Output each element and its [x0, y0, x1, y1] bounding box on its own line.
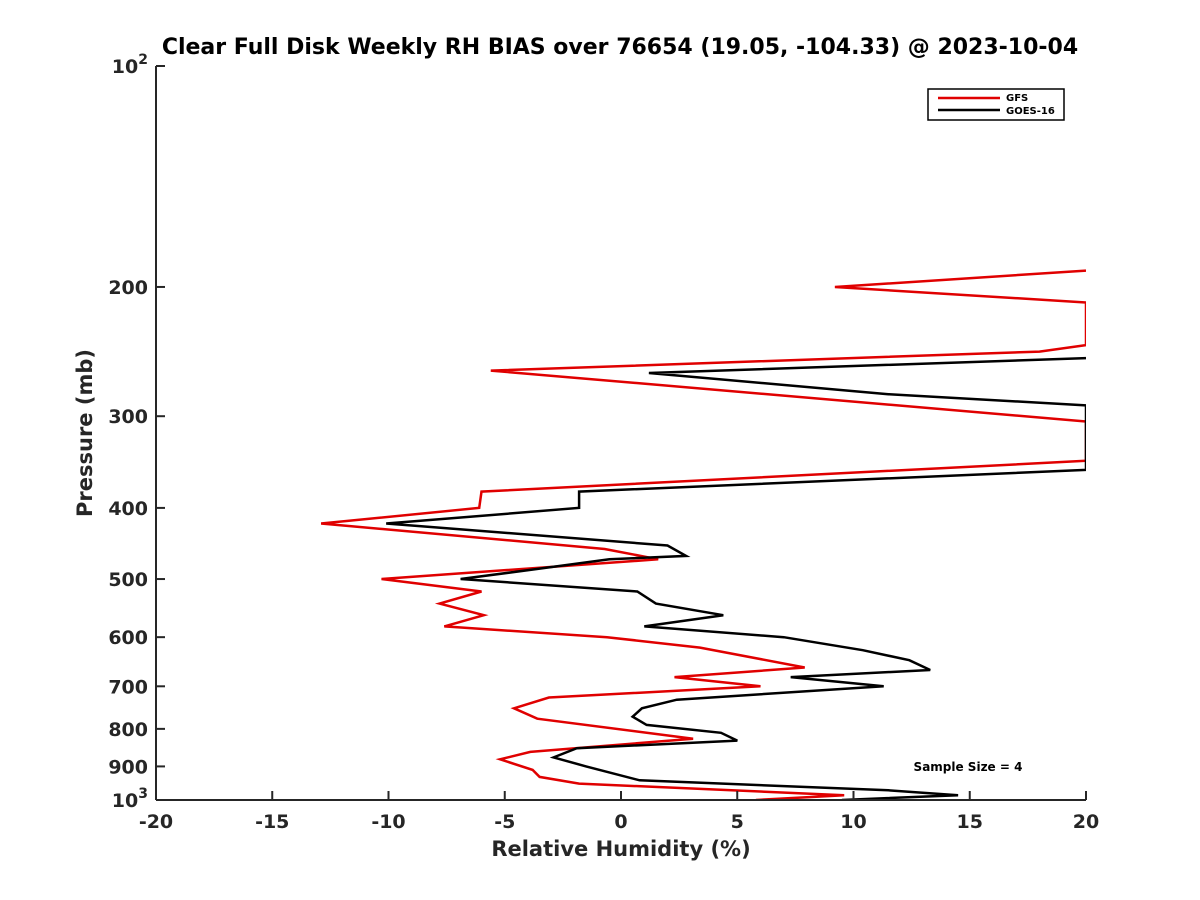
- y-tick-label: 600: [108, 627, 148, 649]
- plot-area: [156, 66, 1086, 800]
- legend-label-gfs: GFS: [1006, 93, 1028, 104]
- legend-box: [927, 88, 1065, 121]
- x-axis-label: Relative Humidity (%): [491, 837, 750, 861]
- y-tick-label: 103: [112, 786, 148, 812]
- y-tick-label: 200: [108, 277, 148, 299]
- x-tick-label: -15: [255, 811, 289, 833]
- y-tick-label: 900: [108, 756, 148, 778]
- legend-label-goes16: GOES-16: [1006, 106, 1055, 117]
- x-tick-label: 0: [614, 811, 627, 833]
- sample-size-annotation: Sample Size = 4: [914, 760, 1023, 774]
- legend: GFS GOES-16: [927, 88, 1065, 121]
- y-tick-label: 400: [108, 498, 148, 520]
- x-axis-ticks: -20 -15 -10 -5 0 5 10 15 20: [139, 791, 1099, 833]
- x-tick-label: -10: [371, 811, 405, 833]
- plot-background: [156, 66, 1086, 800]
- x-tick-label: 10: [840, 811, 866, 833]
- x-tick-label: 20: [1073, 811, 1099, 833]
- y-tick-label: 700: [108, 676, 148, 698]
- y-tick-label: 102: [112, 52, 148, 78]
- y-tick-label: 800: [108, 719, 148, 741]
- chart-title: Clear Full Disk Weekly RH BIAS over 7665…: [162, 35, 1078, 60]
- series-line-goes16: [386, 356, 1086, 800]
- x-tick-label: -5: [494, 811, 515, 833]
- y-axis-ticks: 102 200 300 400 500 600 700 800 900 103: [108, 52, 165, 812]
- x-tick-label: 15: [957, 811, 983, 833]
- x-tick-label: -20: [139, 811, 173, 833]
- x-tick-label: 5: [731, 811, 744, 833]
- y-axis-label: Pressure (mb): [73, 349, 97, 517]
- series-layer: [320, 269, 1086, 800]
- y-tick-label: 500: [108, 569, 148, 591]
- y-tick-label: 300: [108, 406, 148, 428]
- series-line-gfs: [320, 269, 1086, 800]
